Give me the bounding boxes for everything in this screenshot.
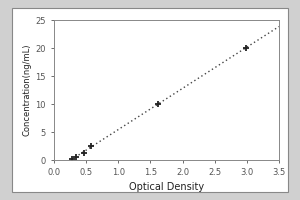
X-axis label: Optical Density: Optical Density: [129, 182, 204, 192]
Y-axis label: Concentration(ng/mL): Concentration(ng/mL): [22, 44, 31, 136]
